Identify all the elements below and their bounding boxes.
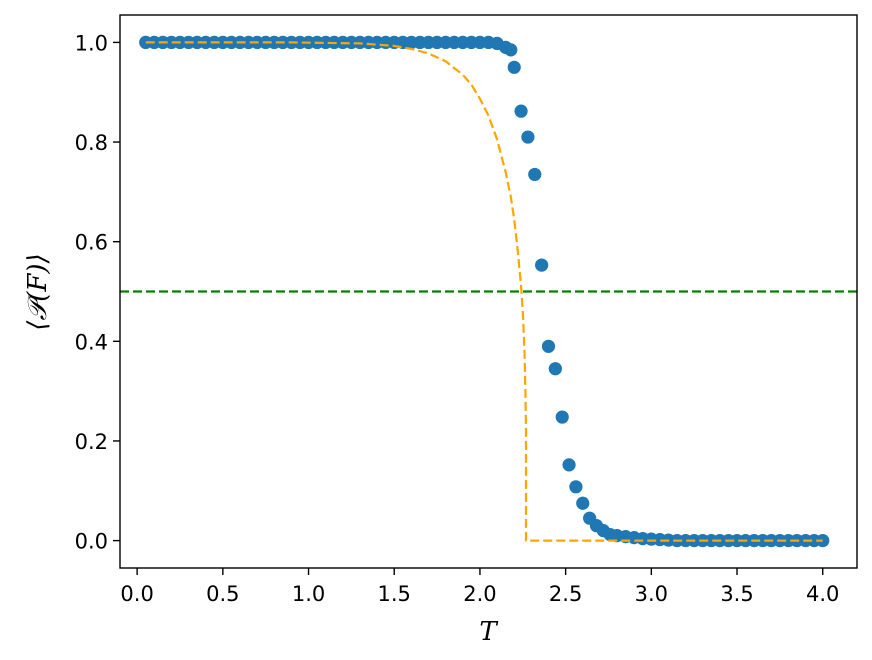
plot-frame — [119, 14, 858, 569]
data-point — [514, 104, 528, 118]
data-point — [504, 43, 518, 57]
y-axis-label: ⟨𝒫(F)⟩ — [23, 253, 53, 330]
data-point — [528, 167, 542, 182]
x-tick-label: 2.0 — [463, 582, 496, 606]
data-point — [816, 533, 830, 548]
data-point — [535, 258, 549, 272]
y-tick-label: 0.2 — [75, 430, 108, 454]
y-tick-label: 1.0 — [75, 31, 108, 55]
x-tick-label: 0.0 — [120, 582, 153, 606]
x-tick-label: 1.5 — [378, 582, 411, 606]
x-tick-label: 0.5 — [206, 582, 239, 606]
data-point — [507, 60, 521, 74]
y-tick-label: 0.4 — [75, 330, 108, 354]
x-tick-label: 3.0 — [635, 582, 668, 606]
data-point — [521, 130, 535, 144]
x-tick-label: 4.0 — [806, 582, 839, 606]
y-tick-label: 0.6 — [75, 231, 108, 255]
y-axis: 0.0 0.2 0.4 0.6 0.8 1.0 — [75, 31, 120, 554]
data-point — [548, 362, 562, 376]
plot-area — [120, 35, 857, 548]
data-point — [555, 410, 569, 424]
x-tick-label: 3.5 — [720, 582, 753, 606]
data-point — [576, 496, 590, 510]
y-tick-label: 0.0 — [75, 530, 108, 554]
data-point — [562, 458, 576, 472]
x-tick-label: 2.5 — [549, 582, 582, 606]
x-tick-label: 1.0 — [292, 582, 325, 606]
x-axis: 0.0 0.5 1.0 1.5 2.0 2.5 3.0 3.5 4.0 — [120, 568, 839, 606]
theory-curve — [145, 41, 823, 542]
data-point — [541, 339, 556, 353]
y-tick-label: 0.8 — [75, 131, 108, 155]
x-axis-label: T — [479, 617, 498, 647]
data-point — [569, 480, 583, 494]
